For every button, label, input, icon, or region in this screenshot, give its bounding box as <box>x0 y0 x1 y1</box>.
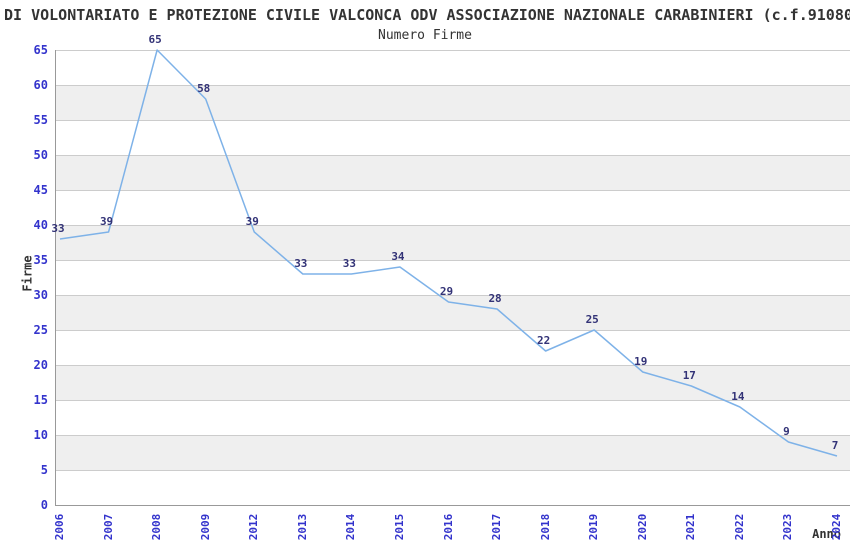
data-point-label: 29 <box>439 285 454 298</box>
y-tick-label: 60 <box>33 78 48 92</box>
data-point-label: 22 <box>537 334 551 347</box>
y-tick-label: 50 <box>33 148 48 162</box>
y-tick-label: 55 <box>33 113 48 127</box>
y-tick-label: 10 <box>33 428 48 442</box>
grid-line <box>55 365 850 366</box>
data-point-label: 28 <box>488 292 502 305</box>
y-tick-label: 25 <box>33 323 48 337</box>
grid-band <box>55 295 850 330</box>
data-point-label: 58 <box>197 82 211 95</box>
data-point-label: 65 <box>148 33 162 46</box>
grid-line <box>55 435 850 436</box>
data-point-label: 7 <box>831 439 839 452</box>
grid-line <box>55 295 850 296</box>
y-axis-line <box>55 50 56 505</box>
grid-line <box>55 120 850 121</box>
y-tick-label: 0 <box>40 498 48 512</box>
y-tick-label: 45 <box>33 183 48 197</box>
y-tick-label: 20 <box>33 358 48 372</box>
grid-band <box>55 435 850 470</box>
data-point-label: 39 <box>245 215 259 228</box>
y-tick-label: 30 <box>33 288 48 302</box>
grid-band <box>55 365 850 400</box>
grid-line <box>55 50 850 51</box>
data-point-label: 34 <box>391 250 405 263</box>
grid-line <box>55 260 850 261</box>
grid-band <box>55 155 850 190</box>
data-point-label: 33 <box>342 257 356 270</box>
grid-band <box>55 225 850 260</box>
x-axis-title: Anno <box>812 527 841 541</box>
grid-line <box>55 470 850 471</box>
grid-line <box>55 85 850 86</box>
grid-line <box>55 225 850 226</box>
data-point-label: 25 <box>585 313 599 326</box>
grid-band <box>55 85 850 120</box>
grid-line <box>55 190 850 191</box>
chart-title: DI VOLONTARIATO E PROTEZIONE CIVILE VALC… <box>4 6 850 24</box>
grid-line <box>55 400 850 401</box>
grid-line <box>55 155 850 156</box>
data-point-label: 19 <box>634 355 648 368</box>
x-axis-line <box>55 505 850 506</box>
data-point-label: 39 <box>99 215 114 228</box>
data-point-label: 17 <box>682 369 696 382</box>
y-tick-label: 35 <box>33 253 48 267</box>
data-point-label: 14 <box>731 390 745 403</box>
y-tick-label: 5 <box>40 463 48 477</box>
y-tick-label: 65 <box>33 43 48 57</box>
data-point-label: 33 <box>51 222 65 235</box>
chart-subtitle: Numero Firme <box>378 28 472 43</box>
y-tick-label: 15 <box>33 393 48 407</box>
data-point-label: 9 <box>783 425 790 438</box>
y-tick-label: 40 <box>33 218 48 232</box>
data-point-label: 33 <box>294 257 308 270</box>
grid-line <box>55 330 850 331</box>
